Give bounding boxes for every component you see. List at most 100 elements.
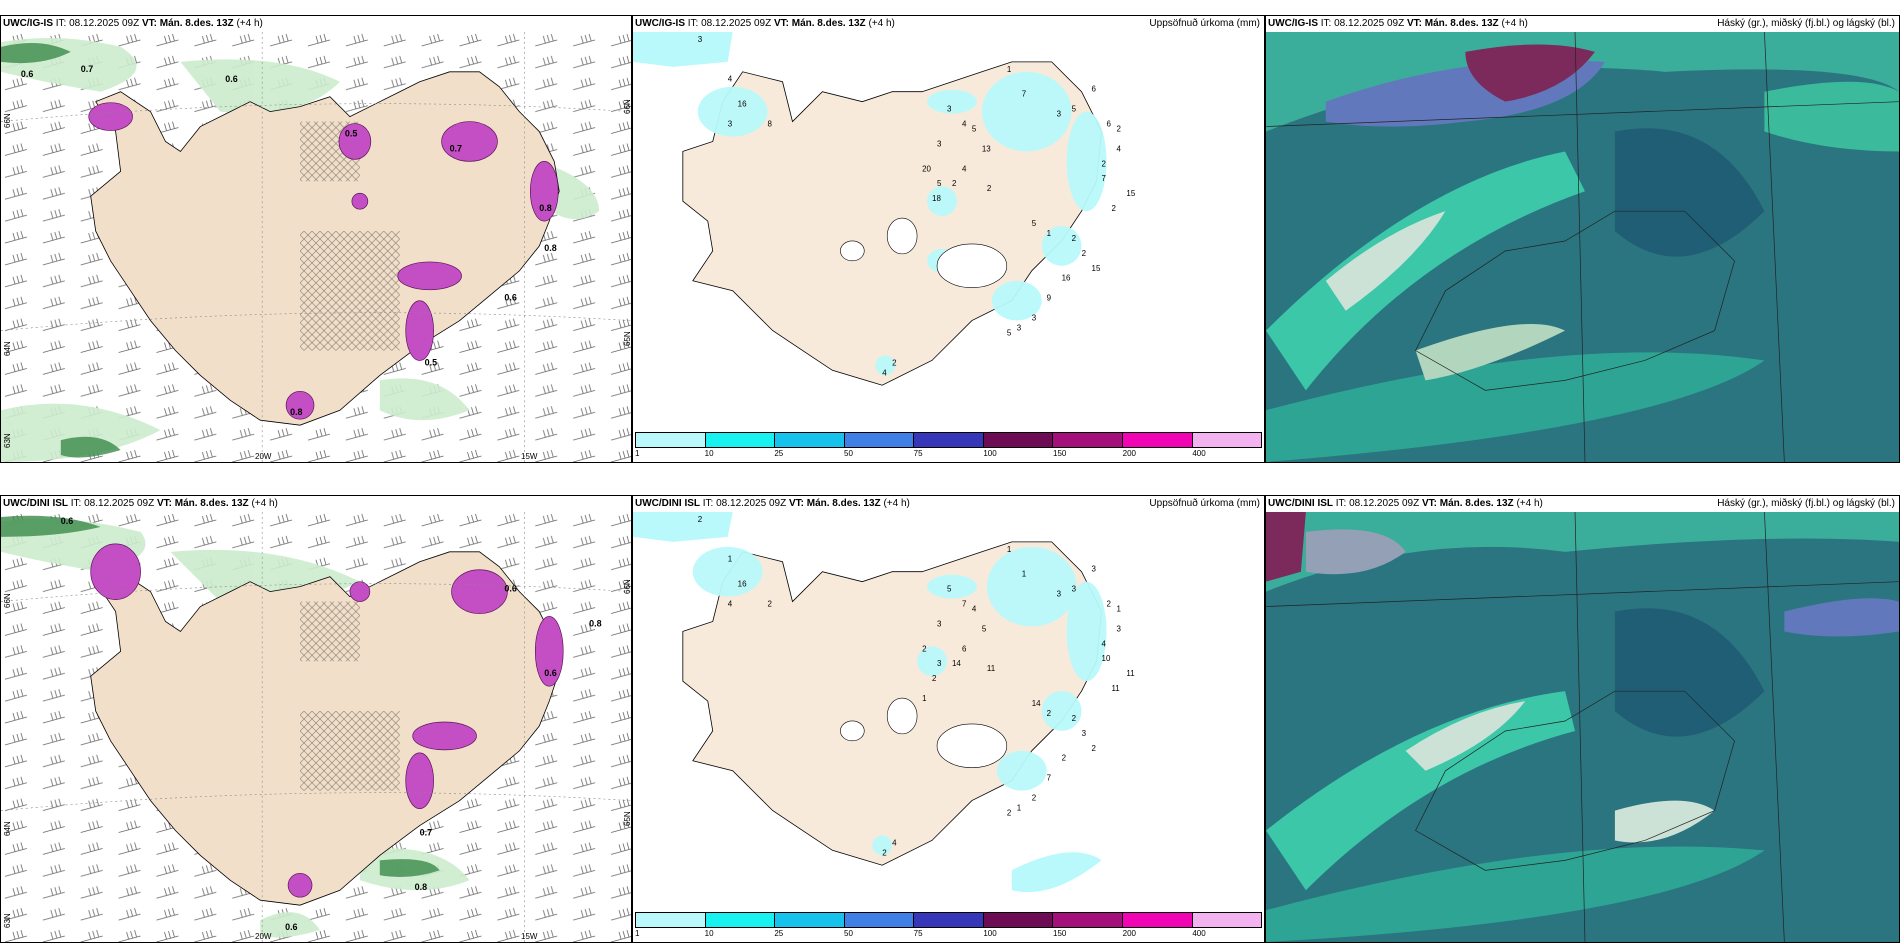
init-time: 08.12.2025 09Z <box>1334 18 1405 29</box>
colorbar-cell <box>844 913 915 927</box>
precip-value: 2 <box>1106 600 1111 609</box>
precip-value: 3 <box>1082 729 1087 738</box>
colorbar-cell <box>983 433 1054 447</box>
precip-value: 7 <box>1022 90 1027 99</box>
it-label: IT: <box>55 18 67 29</box>
precip-value: 7 <box>962 600 967 609</box>
init-time: 08.12.2025 09Z <box>69 18 140 29</box>
colorbar-label: 200 <box>1122 449 1137 458</box>
precip-colorbar: 1 10 25 50 75 100 150 200 400 <box>635 912 1262 940</box>
row1-cloud-panel: UWC/IG-IS IT: 08.12.2025 09Z VT: Mán. 8.… <box>1265 15 1900 463</box>
valid-time: Mán. 8.des. 13Z <box>806 498 881 509</box>
it-label: IT: <box>1335 498 1347 509</box>
colorbar-label: 150 <box>1053 449 1067 458</box>
lead-time: (+4 h) <box>1501 18 1528 29</box>
contour-label: 0.8 <box>415 882 427 892</box>
precip-value: 2 <box>932 674 937 683</box>
model-label: UWC/DINI ISL <box>1268 498 1333 509</box>
contour-label: 0.6 <box>504 293 516 303</box>
colorbar-cell <box>1053 913 1123 927</box>
lat-label: 63N <box>3 913 12 928</box>
precip-map: 3 4 16 3 8 1 7 3 4 5 3 5 6 2 4 15 3 20 5 2 2 5 1 2 2 15 16 9 3 3 5 2 4 6 2… <box>633 32 1264 430</box>
precip-value: 14 <box>952 659 961 668</box>
contour-label: 0.8 <box>589 618 601 628</box>
contour-label: 0.6 <box>225 74 237 84</box>
precip-value: 11 <box>987 664 996 673</box>
precip-value: 6 <box>1106 120 1111 129</box>
precip-value: 2 <box>1116 125 1121 134</box>
precip-value: 20 <box>922 164 931 173</box>
lat-label: 66N <box>3 113 12 128</box>
precip-value: 3 <box>728 120 733 129</box>
contour-label: 0.6 <box>504 584 516 594</box>
lon-label: 15W <box>521 452 538 461</box>
colorbar-cell <box>705 433 776 447</box>
lead-time: (+4 h) <box>868 18 895 29</box>
init-time: 08.12.2025 09Z <box>701 18 772 29</box>
precip-value: 18 <box>932 194 941 203</box>
precip-value: 4 <box>962 120 967 129</box>
row2-precip-panel: UWC/DINI ISL IT: 08.12.2025 09Z VT: Mán.… <box>632 495 1265 943</box>
model-label: UWC/IG-IS <box>3 18 53 29</box>
precip-title: Uppsöfnuð úrkoma (mm) <box>1149 498 1260 509</box>
precip-value: 2 <box>892 358 897 367</box>
colorbar-cell <box>636 913 706 927</box>
lat-label: 65N <box>623 811 632 826</box>
lat-label: 66N <box>623 579 632 594</box>
colorbar-label: 25 <box>774 449 784 458</box>
precip-value: 2 <box>1092 744 1097 753</box>
precip-value: 3 <box>1072 585 1077 594</box>
precip-value: 5 <box>937 179 942 188</box>
colorbar-cell <box>705 913 776 927</box>
contour-label: 0.6 <box>544 668 556 678</box>
precip-value: 6 <box>1092 85 1097 94</box>
precip-value: 9 <box>1047 294 1052 303</box>
precip-value: 11 <box>1126 669 1135 678</box>
precip-value: 1 <box>1047 229 1052 238</box>
precip-value: 7 <box>1047 774 1052 783</box>
it-label: IT: <box>70 498 82 509</box>
valid-time: Mán. 8.des. 13Z <box>174 498 249 509</box>
valid-time: Mán. 8.des. 13Z <box>1439 498 1514 509</box>
precip-value: 3 <box>947 105 952 114</box>
colorbar-label: 10 <box>704 449 714 458</box>
colorbar-cell <box>844 433 915 447</box>
precip-value: 4 <box>728 75 733 84</box>
colorbar-label: 100 <box>983 449 997 458</box>
contour-label: 0.8 <box>539 203 551 213</box>
cloud-title: Háský (gr.), miðský (fj.bl.) og lágský (… <box>1717 18 1895 29</box>
precip-title: Uppsöfnuð úrkoma (mm) <box>1149 18 1260 29</box>
colorbar-label: 1 <box>635 449 640 458</box>
precip-value: 7 <box>1102 174 1107 183</box>
precip-value: 2 <box>1032 794 1037 803</box>
precip-value: 4 <box>882 368 887 377</box>
precip-value: 3 <box>1057 110 1062 119</box>
model-label: UWC/IG-IS <box>635 18 685 29</box>
precip-value: 3 <box>1032 314 1037 323</box>
colorbar-label: 200 <box>1122 929 1137 938</box>
precip-value: 3 <box>937 139 942 148</box>
precip-value: 4 <box>962 164 967 173</box>
precip-value: 1 <box>1007 65 1012 74</box>
contour-label: 0.8 <box>544 243 556 253</box>
precip-value: 2 <box>1072 714 1077 723</box>
colorbar-label: 25 <box>774 929 784 938</box>
colorbar-label: 1 <box>635 929 640 938</box>
contour-label: 0.6 <box>21 69 33 79</box>
colorbar-label: 10 <box>704 929 714 938</box>
precip-value: 3 <box>698 35 703 44</box>
colorbar-cell <box>775 913 845 927</box>
colorbar-cell <box>1192 913 1262 927</box>
vt-label: VT: <box>788 498 804 509</box>
colorbar-cell <box>914 913 984 927</box>
precip-value: 4 <box>728 600 733 609</box>
colorbar-cell <box>775 433 845 447</box>
lead-time: (+4 h) <box>1516 498 1543 509</box>
colorbar-label: 400 <box>1192 449 1206 458</box>
precip-value: 5 <box>972 125 977 134</box>
precip-value: 5 <box>982 624 987 633</box>
row2-left-header: UWC/DINI ISL IT: 08.12.2025 09Z VT: Mán.… <box>3 497 627 511</box>
vt-label: VT: <box>1406 18 1422 29</box>
cloud-map <box>1266 32 1899 462</box>
lat-label: 65N <box>623 331 632 346</box>
